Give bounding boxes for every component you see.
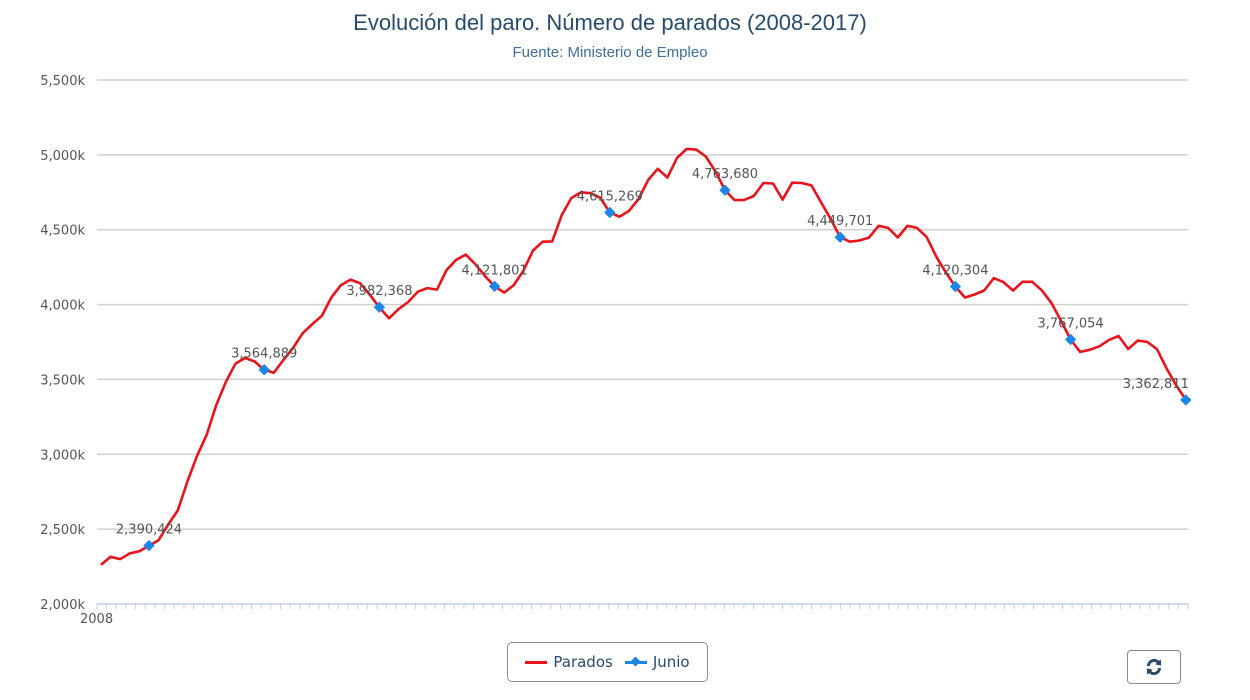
junio-marker[interactable] bbox=[488, 280, 501, 292]
data-label: 4,615,269 bbox=[577, 189, 643, 204]
y-tick-label: 2,500k bbox=[40, 523, 85, 538]
y-tick-label: 3,000k bbox=[40, 448, 85, 463]
chart-subtitle: Fuente: Ministerio de Empleo bbox=[512, 44, 708, 61]
junio-marker[interactable] bbox=[949, 280, 962, 293]
legend-label-parados: Parados bbox=[553, 653, 613, 671]
junio-marker[interactable] bbox=[834, 231, 846, 243]
data-label: 3,982,368 bbox=[346, 284, 412, 299]
x-axis: 2008 bbox=[80, 603, 1189, 627]
y-tick-label: 2,000k bbox=[40, 598, 85, 613]
y-tick-label: 4,500k bbox=[40, 224, 85, 239]
y-tick-label: 5,500k bbox=[40, 74, 85, 89]
refresh-icon bbox=[1146, 658, 1162, 676]
legend-item-parados[interactable]: Parados bbox=[525, 653, 613, 671]
chart-legend: Parados Junio bbox=[507, 642, 708, 682]
y-tick-label: 4,000k bbox=[40, 299, 85, 314]
y-axis-labels: 2,000k 2,500k 3,000k 3,500k 4,000k 4,500k 5,00… bbox=[40, 74, 85, 613]
data-label: 3,564,889 bbox=[231, 347, 297, 362]
legend-label-junio: Junio bbox=[652, 653, 690, 671]
junio-marker[interactable] bbox=[373, 301, 386, 313]
chart-title: Evolución del paro. Número de parados (2… bbox=[353, 10, 867, 35]
line-icon bbox=[525, 660, 548, 664]
series-parados[interactable] bbox=[100, 147, 1187, 566]
legend-item-junio[interactable]: Junio bbox=[624, 653, 690, 671]
junio-marker[interactable] bbox=[604, 206, 616, 219]
junio-marker[interactable] bbox=[1064, 333, 1077, 346]
data-label: 3,767,054 bbox=[1038, 316, 1104, 331]
junio-marker[interactable] bbox=[258, 364, 270, 376]
x-tick-label: 2008 bbox=[80, 612, 113, 627]
data-label: 4,449,701 bbox=[807, 214, 873, 229]
data-label: 4,763,680 bbox=[692, 167, 758, 182]
parados-line[interactable] bbox=[100, 147, 1187, 566]
gridlines bbox=[97, 79, 1188, 530]
junio-marker[interactable] bbox=[719, 184, 731, 196]
series-junio[interactable]: 2,390,424 3,564,889 3,982,368 4,121,801 4,61… bbox=[116, 167, 1192, 552]
data-label: 3,362,811 bbox=[1123, 377, 1189, 392]
data-label: 4,121,801 bbox=[462, 263, 528, 278]
junio-marker[interactable] bbox=[143, 539, 155, 552]
y-tick-label: 5,000k bbox=[40, 149, 85, 164]
y-tick-label: 3,500k bbox=[40, 373, 85, 388]
line-diamond-icon bbox=[624, 656, 647, 666]
junio-marker[interactable] bbox=[1180, 394, 1192, 406]
data-label: 4,120,304 bbox=[922, 264, 988, 279]
data-label: 2,390,424 bbox=[116, 523, 182, 538]
reset-zoom-button[interactable] bbox=[1127, 650, 1181, 684]
